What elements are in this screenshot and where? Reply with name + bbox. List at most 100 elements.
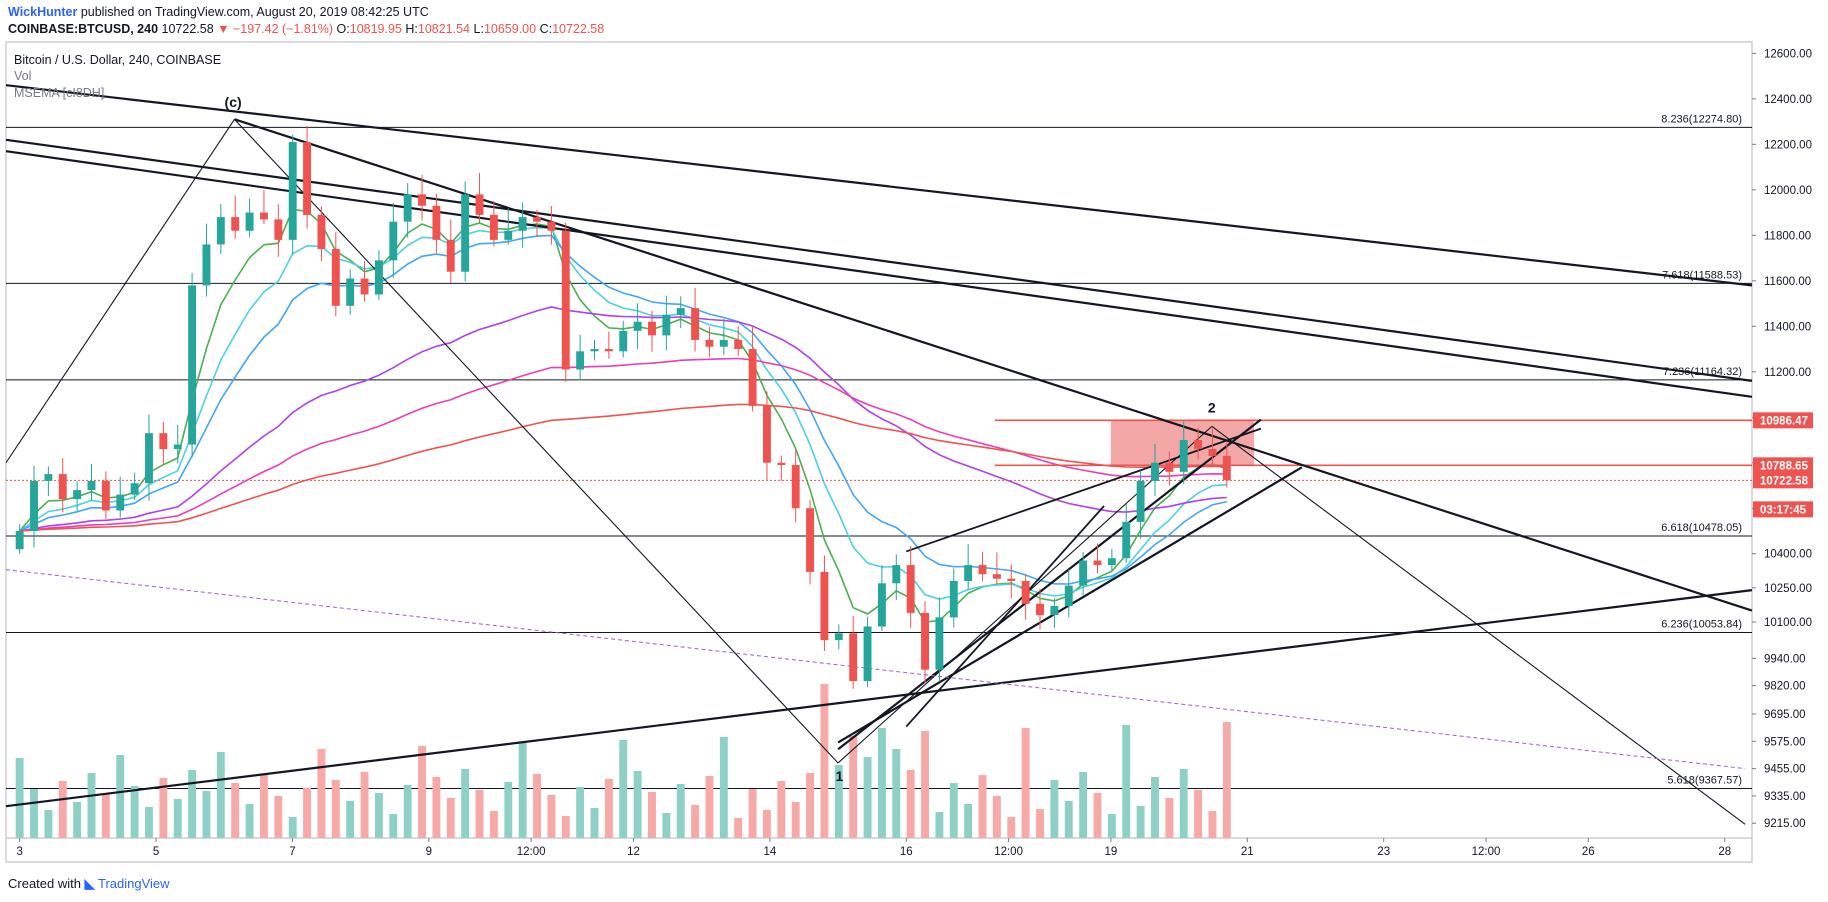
candle-body xyxy=(1093,560,1102,566)
candle-body xyxy=(374,260,383,295)
volume-bar xyxy=(734,818,743,838)
price-tick-label: 9820.00 xyxy=(1764,681,1806,693)
candle-body xyxy=(791,465,800,509)
symbol-label: COINBASE:BTCUSD, 240 xyxy=(8,22,159,36)
fib-level-label: 7.236(11164.32) xyxy=(1663,366,1742,378)
legend-indicator: MSEMA [cI8DH] xyxy=(14,86,104,100)
volume-bar xyxy=(1151,777,1159,838)
volume-bar xyxy=(590,808,599,838)
tradingview-brand[interactable]: TradingView xyxy=(98,876,170,891)
volume-bar xyxy=(691,805,700,838)
time-tick-label: 12:00 xyxy=(994,846,1023,858)
resistance-zone xyxy=(994,419,1752,467)
volume-bar xyxy=(935,812,944,838)
volume-bar xyxy=(245,804,254,838)
volume-bars xyxy=(15,684,1231,838)
close-value: 10722.58 xyxy=(552,22,605,36)
volume-bar xyxy=(576,787,585,838)
candle-body xyxy=(274,219,283,240)
volume-bar xyxy=(461,769,470,838)
candle-body xyxy=(245,212,254,231)
volume-bar xyxy=(173,799,182,838)
volume-bar xyxy=(949,783,958,838)
price-tick-label: 12000.00 xyxy=(1764,185,1812,197)
candle-body xyxy=(216,217,225,245)
price-tick-label: 9940.00 xyxy=(1764,653,1806,665)
ema-line xyxy=(19,306,1227,532)
candle-body xyxy=(633,321,642,331)
candle-body xyxy=(489,214,498,240)
candle-body xyxy=(116,494,125,511)
candle-body xyxy=(518,217,527,231)
volume-bar xyxy=(389,814,398,838)
price-tag-label: 10986.47 xyxy=(1760,415,1808,427)
candle-body xyxy=(777,462,786,466)
candle-body xyxy=(418,194,426,206)
low-value: 10659.00 xyxy=(483,22,537,36)
candle-body xyxy=(1107,558,1116,566)
volume-bar xyxy=(547,795,556,838)
fib-level-label: 8.236(12274.80) xyxy=(1661,113,1742,125)
volume-bar xyxy=(58,781,67,838)
candle-body xyxy=(1007,578,1016,582)
price-tick-label: 11400.00 xyxy=(1764,321,1811,333)
volume-bar xyxy=(533,774,541,838)
volume-bar xyxy=(1107,814,1116,838)
author-link[interactable]: WickHunter xyxy=(8,5,78,19)
high-label: H: xyxy=(405,22,418,36)
price-tick-label: 11600.00 xyxy=(1764,276,1811,288)
volume-bar xyxy=(892,749,901,838)
volume-bar xyxy=(1007,817,1016,838)
volume-bar xyxy=(1222,722,1231,838)
price-tick-label: 9575.00 xyxy=(1764,736,1806,748)
wave-label: (c) xyxy=(225,94,242,110)
time-tick-label: 12 xyxy=(627,846,640,858)
price-tick-label: 12400.00 xyxy=(1764,94,1812,106)
candle-body xyxy=(619,330,628,352)
price-tag-label: 10722.58 xyxy=(1760,475,1809,487)
publish-line: WickHunter published on TradingView.com,… xyxy=(8,5,429,19)
time-tick-label: 16 xyxy=(900,846,913,858)
volume-bar xyxy=(504,782,513,838)
published-text: published on TradingView.com, August 20,… xyxy=(80,5,429,19)
open-label: O: xyxy=(336,22,350,36)
candle-body xyxy=(719,339,728,347)
price-tag-label: 03:17:45 xyxy=(1760,504,1807,516)
trend-line xyxy=(234,118,839,764)
candle-body xyxy=(576,351,585,370)
candle-body xyxy=(317,214,326,249)
tradingview-logo-icon[interactable]: ◣ xyxy=(84,876,95,891)
volume-bar xyxy=(446,798,455,838)
candle-body xyxy=(58,474,67,500)
price-tick-label: 9455.00 xyxy=(1764,764,1806,776)
volume-bar xyxy=(360,772,369,838)
volume-bar xyxy=(303,788,312,838)
price-tag xyxy=(1753,412,1813,429)
volume-bar xyxy=(921,731,929,838)
time-axis[interactable]: 3 5 7 9 12:00 12 14 16 12:00 19 21 23 12:00 26 28 xyxy=(16,838,1731,858)
candle-body xyxy=(101,480,110,511)
volume-bar xyxy=(877,728,886,838)
ema-line xyxy=(18,208,1228,623)
price-axis[interactable]: 12600.00 12400.00 12200.00 12000.00 11800.00… xyxy=(1752,48,1813,830)
time-tick-label: 5 xyxy=(153,846,159,858)
price-tick-label: 9695.00 xyxy=(1764,709,1806,721)
candle-body xyxy=(188,285,197,445)
time-tick-label: 14 xyxy=(763,846,776,858)
open-value: 10819.95 xyxy=(349,22,402,36)
volume-bar xyxy=(1064,801,1073,838)
volume-bar xyxy=(188,770,197,838)
volume-bar xyxy=(1136,806,1145,838)
price-tag-label: 10788.65 xyxy=(1760,460,1809,472)
volume-bar xyxy=(633,771,642,838)
candle-body xyxy=(533,217,541,222)
volume-bar xyxy=(619,740,628,838)
trend-line xyxy=(837,418,1262,751)
time-tick-label: 26 xyxy=(1582,846,1595,858)
price-tag xyxy=(1753,457,1813,474)
volume-bar xyxy=(216,752,225,838)
candle-body xyxy=(691,308,700,340)
time-tick-label: 7 xyxy=(289,846,295,858)
trend-lines xyxy=(5,84,1753,825)
